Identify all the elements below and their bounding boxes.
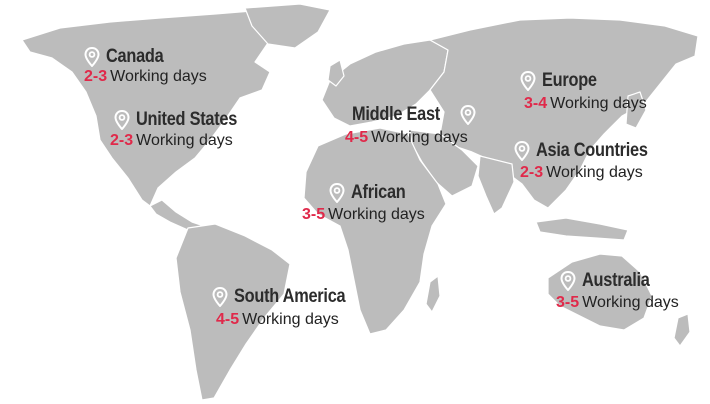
south-america-landmass xyxy=(175,223,291,401)
delivery-time-united-states: 2-3 Working days xyxy=(110,132,233,150)
region-name: United States xyxy=(136,109,238,130)
region-name: Canada xyxy=(106,46,164,67)
delivery-time-south-america: 4-5 Working days xyxy=(216,311,339,329)
japan-landmass xyxy=(625,91,647,129)
day-unit: Working days xyxy=(582,294,679,311)
region-asia-countries: Asia Countries xyxy=(514,140,666,162)
day-range: 3-5 xyxy=(556,294,580,311)
britain-landmass xyxy=(327,59,345,87)
region-african: African xyxy=(329,182,414,204)
day-unit: Working days xyxy=(550,95,647,112)
madagascar-landmass xyxy=(425,275,441,313)
region-europe: Europe xyxy=(520,70,606,92)
day-unit: Working days xyxy=(242,311,339,328)
location-pin-icon xyxy=(514,141,530,161)
day-unit: Working days xyxy=(371,129,468,146)
delivery-time-middle-east: 4-5 Working days xyxy=(345,129,468,147)
location-pin-icon xyxy=(84,47,100,67)
region-australia: Australia xyxy=(560,270,661,292)
delivery-time-asia-countries: 2-3 Working days xyxy=(520,164,643,182)
region-canada: Canada xyxy=(84,46,173,68)
greenland-landmass xyxy=(244,3,331,49)
day-range: 2-3 xyxy=(84,68,108,85)
location-pin-icon xyxy=(520,71,536,91)
day-unit: Working days xyxy=(136,132,233,149)
region-south-america: South America xyxy=(212,286,363,308)
region-name: Europe xyxy=(542,70,597,91)
delivery-time-african: 3-5 Working days xyxy=(302,206,425,224)
day-unit: Working days xyxy=(328,206,425,223)
delivery-time-canada: 2-3 Working days xyxy=(84,68,207,86)
location-pin-icon xyxy=(114,110,130,130)
indonesia-landmass xyxy=(535,217,629,241)
region-name: South America xyxy=(234,286,346,307)
day-unit: Working days xyxy=(110,68,207,85)
day-range: 4-5 xyxy=(345,129,369,146)
new-zealand-landmass xyxy=(673,313,691,347)
day-range: 2-3 xyxy=(520,164,544,181)
delivery-time-europe: 3-4 Working days xyxy=(524,95,647,113)
day-range: 2-3 xyxy=(110,132,134,149)
region-name: Asia Countries xyxy=(536,140,648,161)
australia-landmass xyxy=(547,253,653,331)
day-range: 4-5 xyxy=(216,311,240,328)
location-pin-icon xyxy=(212,287,228,307)
delivery-time-australia: 3-5 Working days xyxy=(556,294,679,312)
location-pin-icon xyxy=(460,105,476,125)
india-landmass xyxy=(477,155,515,215)
north-america-landmass xyxy=(21,9,306,207)
day-range: 3-5 xyxy=(302,206,326,223)
region-name: Middle East xyxy=(352,104,440,125)
region-middle-east: Middle East xyxy=(352,104,476,126)
region-united-states: United States xyxy=(114,109,254,131)
africa-landmass xyxy=(303,127,447,335)
day-unit: Working days xyxy=(546,164,643,181)
region-name: African xyxy=(351,182,406,203)
region-name: Australia xyxy=(582,270,650,291)
day-range: 3-4 xyxy=(524,95,548,112)
location-pin-icon xyxy=(329,183,345,203)
location-pin-icon xyxy=(560,271,576,291)
